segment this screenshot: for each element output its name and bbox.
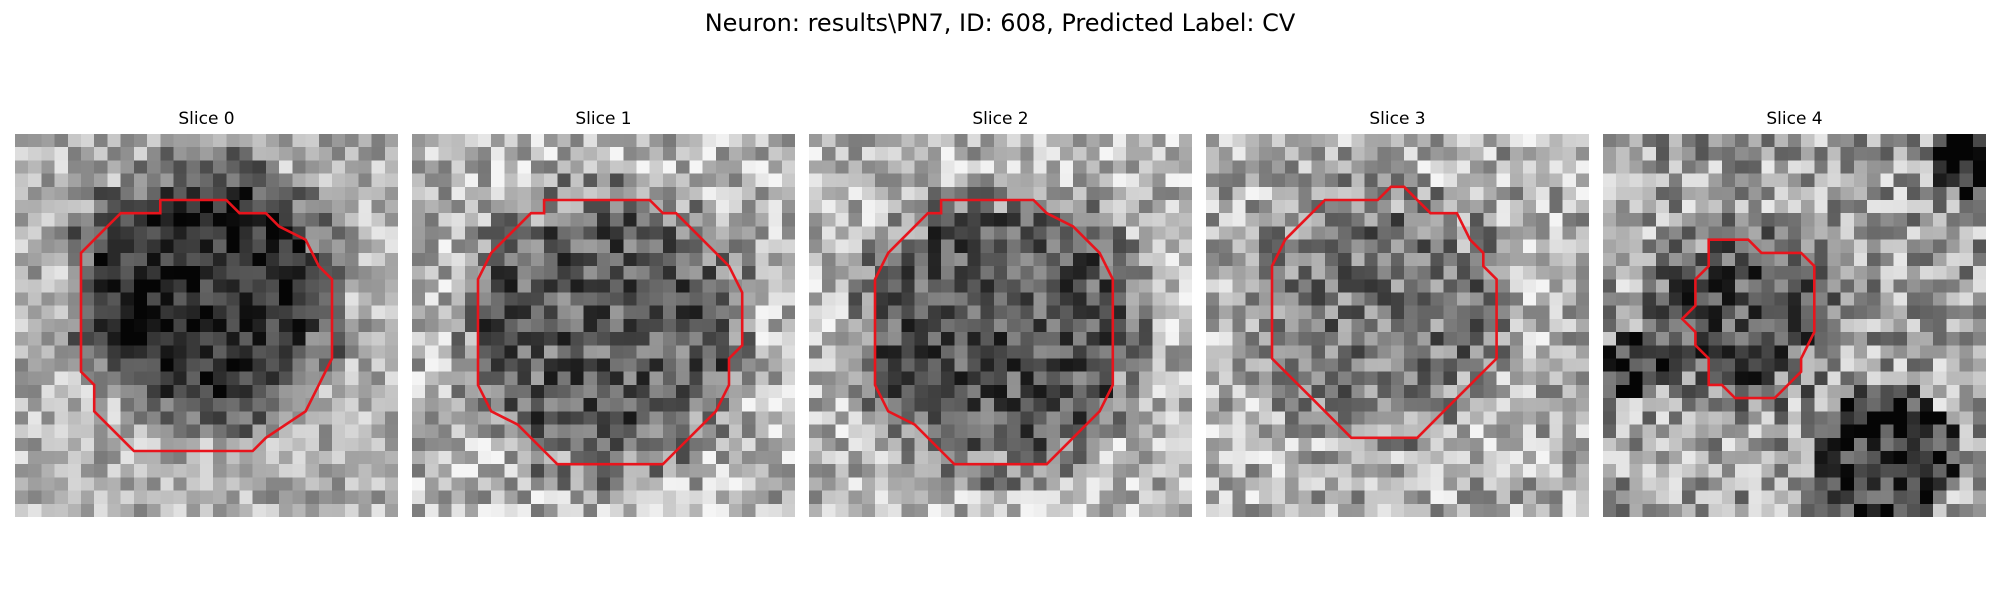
contour-outline [1680, 238, 1816, 400]
contour-outline [1270, 185, 1498, 440]
slice-title-3: Slice 3 [1369, 109, 1426, 129]
figure-title: Neuron: results\PN7, ID: 608, Predicted … [704, 9, 1296, 37]
pixel-grid [809, 134, 1192, 517]
slice-title-4: Slice 4 [1766, 109, 1823, 129]
pixel-grid [1206, 134, 1589, 517]
slice-title-1: Slice 1 [575, 109, 632, 129]
slice-title-0: Slice 0 [178, 109, 235, 129]
slice-image-2 [809, 134, 1192, 517]
contour-outline [873, 198, 1115, 466]
slice-image-3 [1206, 134, 1589, 517]
pixel-grid [412, 134, 795, 517]
slice-image-4 [1603, 134, 1986, 517]
pixel-grid [15, 134, 398, 517]
pixel-grid [1603, 134, 1986, 517]
contour-outline [476, 198, 744, 466]
contour-outline [79, 198, 334, 453]
slice-image-1 [412, 134, 795, 517]
slice-title-2: Slice 2 [972, 109, 1029, 129]
slice-image-0 [15, 134, 398, 517]
